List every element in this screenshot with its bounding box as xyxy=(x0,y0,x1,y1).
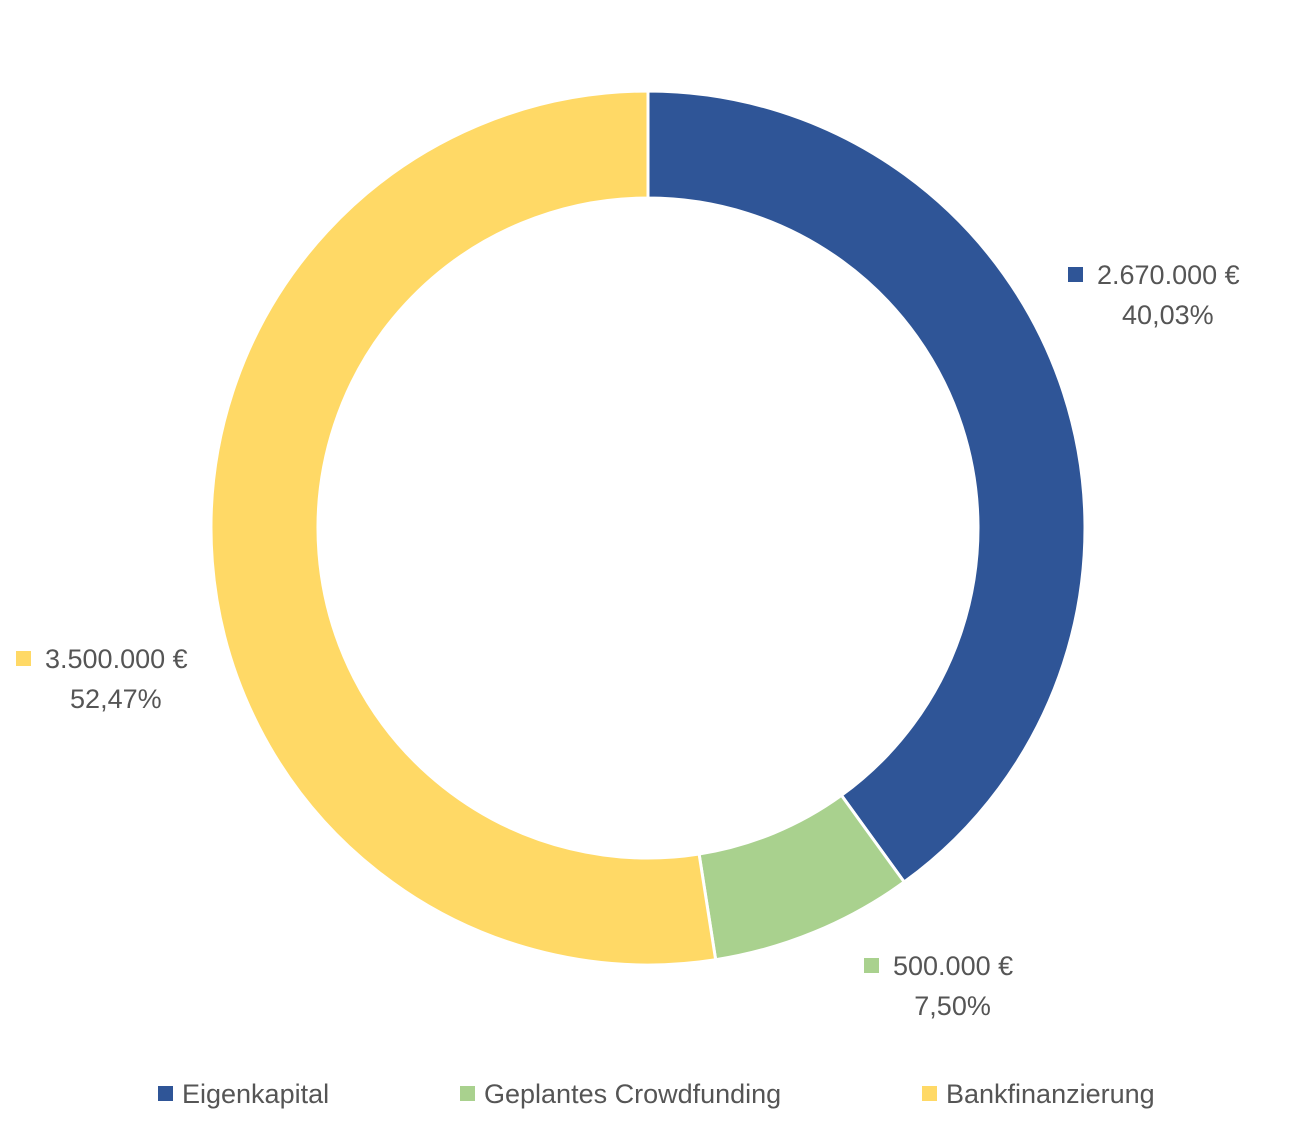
legend-swatch xyxy=(922,1086,937,1101)
data-label-swatch xyxy=(864,958,879,973)
legend-label: Eigenkapital xyxy=(182,1079,330,1109)
data-label-percent: 52,47% xyxy=(70,684,162,714)
chart-legend: Eigenkapital Geplantes Crowdfunding Bank… xyxy=(0,1074,1296,1114)
data-label-value: 500.000 € xyxy=(893,951,1014,981)
legend-item-crowdfunding[interactable]: Geplantes Crowdfunding xyxy=(460,1074,781,1114)
legend-swatch xyxy=(460,1086,475,1101)
data-label-bankfinanzierung: 3.500.000 € 52,47% xyxy=(16,639,188,719)
legend-swatch xyxy=(158,1086,173,1101)
data-label-percent: 7,50% xyxy=(914,991,991,1021)
donut-slice-bankfinanzierung[interactable] xyxy=(209,89,718,967)
legend-label: Geplantes Crowdfunding xyxy=(484,1079,782,1109)
legend-item-bankfinanzierung[interactable]: Bankfinanzierung xyxy=(922,1074,1155,1114)
data-label-crowdfunding: 500.000 € 7,50% xyxy=(864,946,1013,1026)
data-label-value: 3.500.000 € xyxy=(45,644,188,674)
donut-slice-eigenkapital[interactable] xyxy=(646,89,1087,885)
donut-slices xyxy=(209,89,1087,967)
legend-label: Bankfinanzierung xyxy=(946,1079,1155,1109)
legend-item-eigenkapital[interactable]: Eigenkapital xyxy=(158,1074,329,1114)
data-label-swatch xyxy=(1068,267,1083,282)
data-label-percent: 40,03% xyxy=(1122,300,1214,330)
data-label-swatch xyxy=(16,651,31,666)
data-label-value: 2.670.000 € xyxy=(1097,260,1240,290)
data-label-eigenkapital: 2.670.000 € 40,03% xyxy=(1068,255,1240,335)
